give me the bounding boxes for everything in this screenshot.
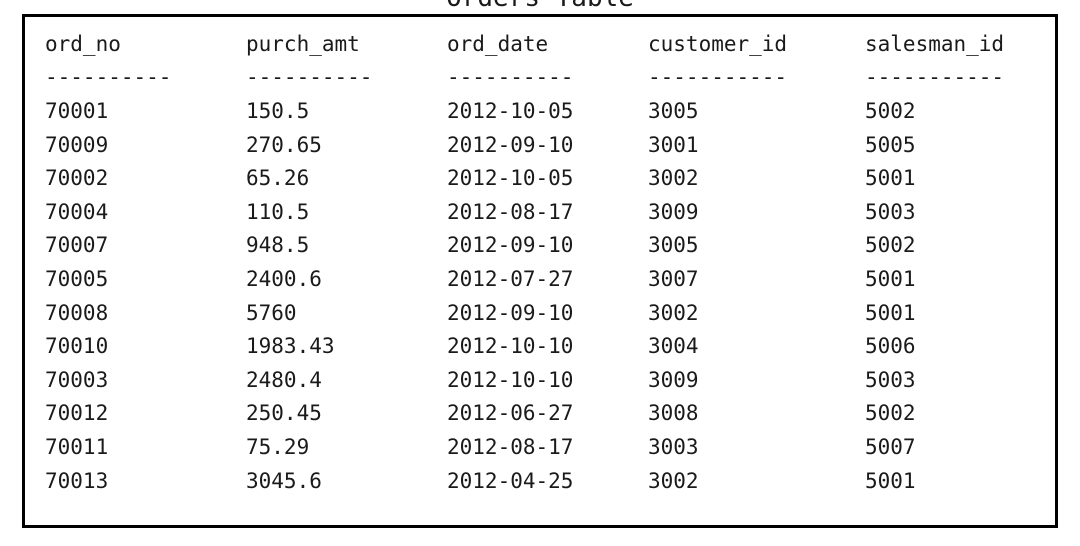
header-row: ord_no purch_amt ord_date customer_id sa… bbox=[45, 27, 1045, 61]
cell-ord-no: 70012 bbox=[45, 401, 109, 426]
cell-purch-amt: 270.65 bbox=[246, 132, 322, 157]
column-header-purch-amt: purch_amt bbox=[246, 31, 360, 56]
cell-customer-id: 3009 bbox=[648, 199, 699, 224]
cell-salesman-id: 5003 bbox=[865, 199, 916, 224]
cell-salesman-id: 5006 bbox=[865, 334, 916, 359]
cell-ord-date: 2012-10-10 bbox=[447, 334, 574, 359]
cell-salesman-id: 5001 bbox=[865, 300, 916, 325]
cell-ord-no: 70004 bbox=[45, 199, 109, 224]
cell-ord-date: 2012-06-27 bbox=[447, 401, 574, 426]
column-header-customer-id: customer_id bbox=[648, 31, 788, 56]
separator-dashes: ----------- bbox=[648, 65, 788, 90]
table-body: 70001 150.5 2012-10-05 3005 5002 70009 270.65 2… bbox=[45, 94, 1045, 497]
cell-salesman-id: 5005 bbox=[865, 132, 916, 157]
cell-customer-id: 3005 bbox=[648, 98, 699, 123]
cell-purch-amt: 75.29 bbox=[246, 434, 310, 459]
cell-ord-no: 70003 bbox=[45, 367, 109, 392]
cell-salesman-id: 5002 bbox=[865, 401, 916, 426]
cell-ord-no: 70009 bbox=[45, 132, 109, 157]
column-header-ord-no: ord_no bbox=[45, 31, 121, 56]
cell-ord-date: 2012-10-05 bbox=[447, 166, 574, 191]
orders-table: ord_no purch_amt ord_date customer_id sa… bbox=[45, 27, 1045, 497]
cell-customer-id: 3001 bbox=[648, 132, 699, 157]
cell-purch-amt: 948.5 bbox=[246, 233, 310, 258]
column-header-ord-date: ord_date bbox=[447, 31, 549, 56]
cell-purch-amt: 250.45 bbox=[246, 401, 322, 426]
cell-ord-date: 2012-08-17 bbox=[447, 199, 574, 224]
table-row: 70013 3045.6 2012-04-25 3002 5001 bbox=[45, 464, 1045, 498]
cell-salesman-id: 5003 bbox=[865, 367, 916, 392]
cell-salesman-id: 5001 bbox=[865, 468, 916, 493]
cell-customer-id: 3002 bbox=[648, 300, 699, 325]
column-header-salesman-id: salesman_id bbox=[865, 31, 1005, 56]
table-row: 70004 110.5 2012-08-17 3009 5003 bbox=[45, 195, 1045, 229]
cell-purch-amt: 2480.4 bbox=[246, 367, 322, 392]
table-row: 70003 2480.4 2012-10-10 3009 5003 bbox=[45, 363, 1045, 397]
table-row: 70008 5760 2012-09-10 3002 5001 bbox=[45, 296, 1045, 330]
cell-salesman-id: 5001 bbox=[865, 166, 916, 191]
cell-salesman-id: 5007 bbox=[865, 434, 916, 459]
cell-ord-date: 2012-09-10 bbox=[447, 233, 574, 258]
cell-salesman-id: 5002 bbox=[865, 233, 916, 258]
cell-salesman-id: 5002 bbox=[865, 98, 916, 123]
cell-purch-amt: 110.5 bbox=[246, 199, 310, 224]
cell-customer-id: 3008 bbox=[648, 401, 699, 426]
cell-customer-id: 3003 bbox=[648, 434, 699, 459]
cell-ord-no: 70011 bbox=[45, 434, 109, 459]
separator-dashes: ---------- bbox=[246, 65, 373, 90]
cell-ord-no: 70002 bbox=[45, 166, 109, 191]
cell-ord-date: 2012-08-17 bbox=[447, 434, 574, 459]
cell-ord-date: 2012-09-10 bbox=[447, 132, 574, 157]
table-row: 70007 948.5 2012-09-10 3005 5002 bbox=[45, 229, 1045, 263]
cell-ord-date: 2012-10-10 bbox=[447, 367, 574, 392]
separator-dashes: ---------- bbox=[45, 65, 172, 90]
table-row: 70002 65.26 2012-10-05 3002 5001 bbox=[45, 161, 1045, 195]
separator-row: ---------- ---------- ---------- -------… bbox=[45, 61, 1045, 95]
cell-purch-amt: 1983.43 bbox=[246, 334, 335, 359]
cell-customer-id: 3005 bbox=[648, 233, 699, 258]
cell-purch-amt: 150.5 bbox=[246, 98, 310, 123]
table-row: 70005 2400.6 2012-07-27 3007 5001 bbox=[45, 262, 1045, 296]
cell-purch-amt: 3045.6 bbox=[246, 468, 322, 493]
cell-purch-amt: 65.26 bbox=[246, 166, 310, 191]
cell-ord-no: 70008 bbox=[45, 300, 109, 325]
cell-ord-date: 2012-10-05 bbox=[447, 98, 574, 123]
table-row: 70012 250.45 2012-06-27 3008 5002 bbox=[45, 397, 1045, 431]
cell-salesman-id: 5001 bbox=[865, 266, 916, 291]
cell-ord-date: 2012-07-27 bbox=[447, 266, 574, 291]
table-row: 70011 75.29 2012-08-17 3003 5007 bbox=[45, 430, 1045, 464]
orders-table-frame: ord_no purch_amt ord_date customer_id sa… bbox=[22, 14, 1058, 528]
table-title: Orders Table bbox=[0, 0, 1080, 14]
cell-ord-no: 70007 bbox=[45, 233, 109, 258]
table-row: 70009 270.65 2012-09-10 3001 5005 bbox=[45, 128, 1045, 162]
cell-ord-date: 2012-09-10 bbox=[447, 300, 574, 325]
cell-purch-amt: 5760 bbox=[246, 300, 297, 325]
cell-customer-id: 3002 bbox=[648, 166, 699, 191]
cell-ord-no: 70010 bbox=[45, 334, 109, 359]
cell-customer-id: 3007 bbox=[648, 266, 699, 291]
cell-ord-date: 2012-04-25 bbox=[447, 468, 574, 493]
table-row: 70010 1983.43 2012-10-10 3004 5006 bbox=[45, 329, 1045, 363]
separator-dashes: ---------- bbox=[447, 65, 574, 90]
cell-ord-no: 70013 bbox=[45, 468, 109, 493]
table-row: 70001 150.5 2012-10-05 3005 5002 bbox=[45, 94, 1045, 128]
cell-customer-id: 3002 bbox=[648, 468, 699, 493]
cell-ord-no: 70005 bbox=[45, 266, 109, 291]
separator-dashes: ----------- bbox=[865, 65, 1005, 90]
cell-customer-id: 3009 bbox=[648, 367, 699, 392]
cell-purch-amt: 2400.6 bbox=[246, 266, 322, 291]
cell-customer-id: 3004 bbox=[648, 334, 699, 359]
cell-ord-no: 70001 bbox=[45, 98, 109, 123]
